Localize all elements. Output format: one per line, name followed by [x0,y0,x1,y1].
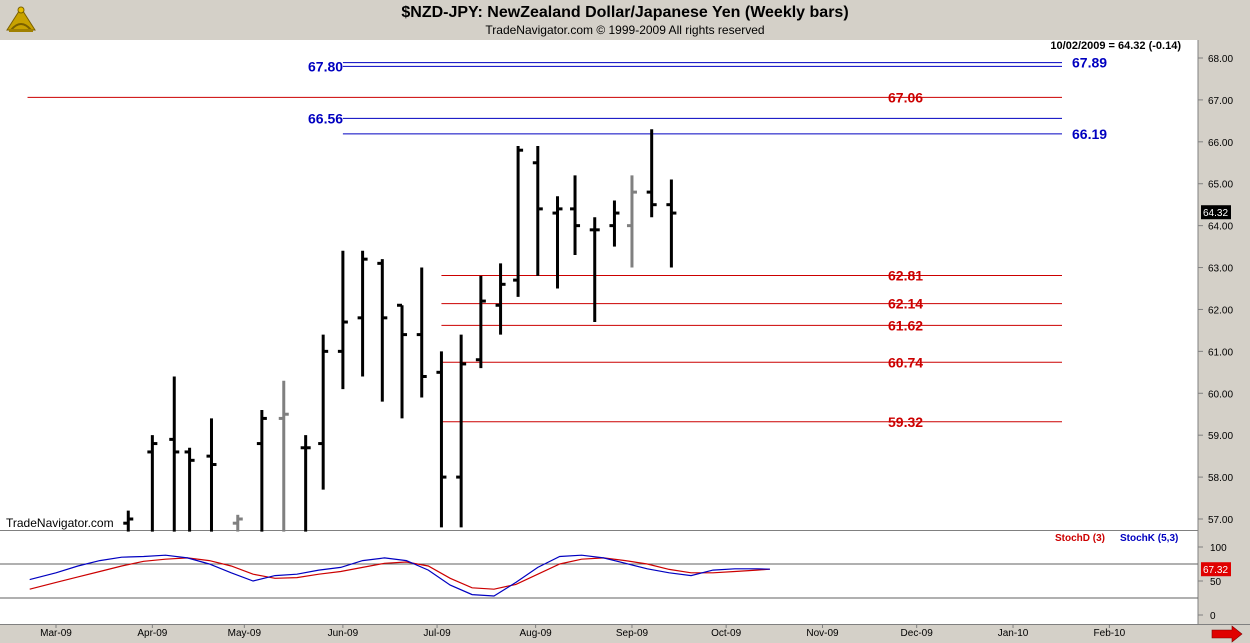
ohlc-bar [337,250,348,390]
level-label: 66.19 [1072,126,1107,142]
stoch-legend-label: StochD (3) [1055,533,1105,544]
stoch-tick-label: 0 [1210,611,1216,622]
ohlc-bar [609,200,620,247]
level-label: 62.14 [888,296,923,312]
ohlc-bar [232,514,243,532]
time-tick-label: Jul-09 [423,628,451,639]
ohlc-bar [318,334,329,490]
price-tick-label: 58.00 [1208,473,1233,484]
level-label: 67.89 [1072,55,1107,71]
level-label: 62.81 [888,268,923,284]
level-label: 61.62 [888,317,923,333]
time-tick-label: Apr-09 [137,628,167,639]
time-tick-label: Aug-09 [519,628,552,639]
ohlc-bar [666,179,677,268]
ohlc-bar [589,217,600,323]
stoch-legend-label: StochK (5,3) [1120,533,1178,544]
time-tick-label: May-09 [228,628,262,639]
time-tick-label: Jun-09 [328,628,359,639]
ohlc-bar [206,418,217,532]
stoch-last-label: 67.32 [1203,565,1228,576]
sextant-logo-icon [6,6,36,32]
level-label: 67.80 [308,58,343,74]
ohlc-bar [300,435,311,532]
watermark-text: TradeNavigator.com [6,516,114,530]
ohlc-bar [552,196,563,289]
price-panel [0,40,1198,530]
price-tick-label: 59.00 [1208,431,1233,442]
ohlc-bar [416,267,427,398]
ohlc-bar [513,146,524,297]
price-tick-label: 60.00 [1208,389,1233,400]
ohlc-bar [532,146,543,276]
stoch-tick-label: 100 [1210,543,1227,554]
last-price-marker: 64.32 [1201,205,1231,220]
time-tick-label: Mar-09 [40,628,72,639]
ohlc-bar [456,334,467,528]
ohlc-bar [147,435,158,532]
price-tick-label: 62.00 [1208,305,1233,316]
level-label: 59.32 [888,414,923,430]
ohlc-bar [123,510,134,532]
stoch-series-line [29,554,770,597]
price-tick-label: 68.00 [1208,54,1233,65]
ohlc-bar [436,351,447,528]
stochastic-panel: 0 50 100 StochD (3) StochK (5,3) 67.32 [0,533,1231,622]
price-tick-label: 57.00 [1208,515,1233,526]
ohlc-bar [397,303,408,419]
price-tick-label: 67.00 [1208,96,1233,107]
stoch-series-line [29,557,770,590]
last-price-label: 64.32 [1203,208,1228,219]
ohlc-bar [570,175,581,255]
copyright-subtitle: TradeNavigator.com © 1999-2009 All right… [485,23,765,37]
time-tick-label: Nov-09 [806,628,839,639]
scroll-right-arrow-icon[interactable] [1211,625,1243,643]
last-value-readout: 10/02/2009 = 64.32 (-0.14) [1050,40,1181,52]
price-tick-label: 66.00 [1208,138,1233,149]
level-label: 67.06 [888,89,923,105]
ohlc-bar [256,410,267,532]
level-lines: 67.80 67.89 67.06 66.56 66.19 62.81 62.14 61.62… [27,55,1107,430]
stoch-last-box [1201,562,1231,577]
price-tick-label: 61.00 [1208,347,1233,358]
stoch-tick-label: 50 [1210,577,1222,588]
ohlc-bar [646,129,657,218]
price-axis: 57.00 58.00 59.00 60.00 61.00 62.00 63.00 64.00… [1198,54,1233,526]
ohlc-bar [278,380,289,532]
ohlc-bar [357,250,368,377]
time-tick-label: Jan-10 [998,628,1029,639]
last-price-box [1201,205,1231,220]
ohlc-bar [626,175,637,268]
time-axis: Mar-09 Apr-09 May-09 Jun-09 Jul-09 Aug-09 Sep-… [40,624,1126,639]
ohlc-bar [184,447,195,532]
ohlc-bar [495,263,506,335]
price-bars [123,129,677,532]
time-tick-label: Dec-09 [901,628,934,639]
level-label: 60.74 [888,354,923,370]
price-tick-label: 64.00 [1208,222,1233,233]
price-tick-label: 65.00 [1208,180,1233,191]
ohlc-bar [475,275,486,369]
chart-title: $NZD-JPY: NewZealand Dollar/Japanese Yen… [401,4,849,21]
level-label: 66.56 [308,110,343,126]
oscillator-panel [0,531,1198,624]
time-tick-label: Oct-09 [711,628,741,639]
ohlc-bar [169,376,180,532]
ohlc-bar [377,259,388,402]
time-tick-label: Sep-09 [616,628,649,639]
price-tick-label: 63.00 [1208,264,1233,275]
time-tick-label: Feb-10 [1094,628,1126,639]
